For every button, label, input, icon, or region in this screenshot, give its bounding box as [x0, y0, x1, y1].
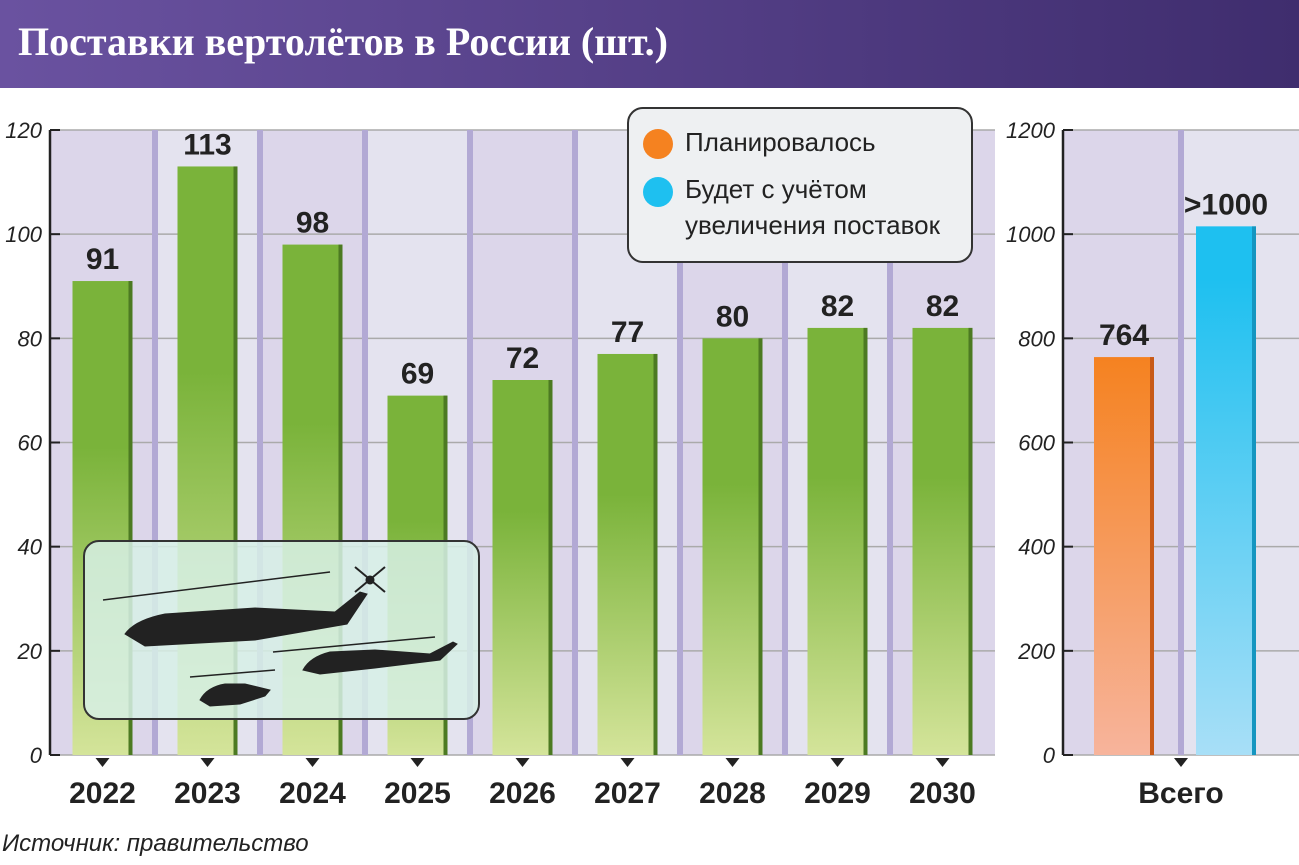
pointer-mark	[95, 758, 110, 767]
helicopter-silhouettes-icon	[102, 566, 458, 707]
data-label: 72	[506, 342, 539, 375]
legend-item-planned: Планировалось	[643, 127, 876, 159]
y-tick-label: 0	[1043, 743, 1056, 768]
pointer-mark	[725, 758, 740, 767]
x-tick-label: 2022	[69, 777, 136, 810]
data-label: 69	[401, 358, 434, 391]
data-label: 80	[716, 300, 749, 333]
bar-shade	[338, 244, 343, 756]
pointer-mark	[935, 758, 950, 767]
column-separator	[677, 130, 683, 755]
x-tick-label: 2028	[699, 777, 766, 810]
pointer-mark	[410, 758, 425, 767]
bar-shade	[1252, 226, 1256, 755]
x-tick-label: 2027	[594, 777, 661, 810]
x-tick-label: 2025	[384, 777, 451, 810]
bar-shade	[548, 380, 553, 755]
legend-label: Планировалось	[685, 127, 876, 157]
column-separator	[1178, 130, 1184, 755]
pointer-mark	[830, 758, 845, 767]
bar	[597, 353, 658, 755]
y-tick-label: 20	[17, 639, 43, 664]
orange-dot-icon	[643, 129, 673, 159]
bar-shade	[653, 353, 658, 755]
x-tick-label: Всего	[1138, 777, 1223, 810]
legend-label: Будет с учётом увеличения поставок	[685, 174, 940, 240]
y-tick-label: 800	[1018, 326, 1055, 351]
header-banner: Поставки вертолётов в России (шт.)	[0, 0, 1299, 88]
y-tick-label: 60	[18, 431, 43, 456]
bar	[912, 327, 973, 755]
y-tick-label: 120	[5, 118, 42, 143]
y-tick-label: 200	[1017, 639, 1055, 664]
data-label: 82	[926, 290, 959, 323]
bar-shade	[758, 338, 763, 755]
data-label: 91	[86, 243, 119, 276]
bar	[702, 338, 763, 755]
bar-shade	[128, 281, 133, 755]
y-tick-label: 100	[5, 222, 42, 247]
y-tick-label: 600	[1018, 431, 1055, 456]
y-tick-label: 1200	[1006, 118, 1056, 143]
x-tick-label: 2026	[489, 777, 556, 810]
column-separator	[782, 130, 788, 755]
chart-title: Поставки вертолётов в России (шт.)	[18, 19, 668, 64]
legend: Планировалось Будет с учётом увеличения …	[627, 107, 973, 263]
data-label: 77	[611, 316, 644, 349]
pointer-mark	[515, 758, 530, 767]
y-tick-label: 400	[1018, 535, 1055, 560]
x-tick-label: 2023	[174, 777, 241, 810]
y-tick-label: 1000	[1006, 222, 1056, 247]
bar-shade	[863, 327, 868, 755]
bar-shade	[1150, 357, 1154, 755]
column-separator	[887, 130, 893, 755]
x-tick-label: 2030	[909, 777, 976, 810]
data-label: 98	[296, 207, 329, 240]
pointer-mark	[305, 758, 320, 767]
bar	[1094, 357, 1154, 755]
helicopter-illustration	[83, 540, 480, 720]
pointer-mark	[1174, 758, 1188, 767]
column-separator	[257, 130, 263, 755]
column-separator	[572, 130, 578, 755]
x-tick-label: 2024	[279, 777, 346, 810]
bar	[492, 380, 553, 755]
column-separator	[362, 130, 368, 755]
column-separator	[467, 130, 473, 755]
column-separator	[152, 130, 158, 755]
source-note: Источник: правительство	[2, 830, 309, 857]
data-label: 113	[183, 128, 231, 161]
bar-shade	[233, 166, 238, 756]
x-tick-label: 2029	[804, 777, 871, 810]
y-tick-label: 40	[18, 535, 43, 560]
blue-dot-icon	[643, 177, 673, 207]
bar	[1196, 226, 1256, 755]
pointer-mark	[620, 758, 635, 767]
legend-item-increased: Будет с учётом увеличения поставок	[643, 174, 963, 243]
y-tick-label: 80	[18, 326, 43, 351]
data-label: >1000	[1184, 188, 1268, 221]
y-tick-label: 0	[30, 743, 43, 768]
bar-shade	[968, 327, 973, 755]
bar	[807, 327, 868, 755]
pointer-mark	[200, 758, 215, 767]
data-label: 764	[1099, 319, 1149, 352]
data-label: 82	[821, 290, 854, 323]
